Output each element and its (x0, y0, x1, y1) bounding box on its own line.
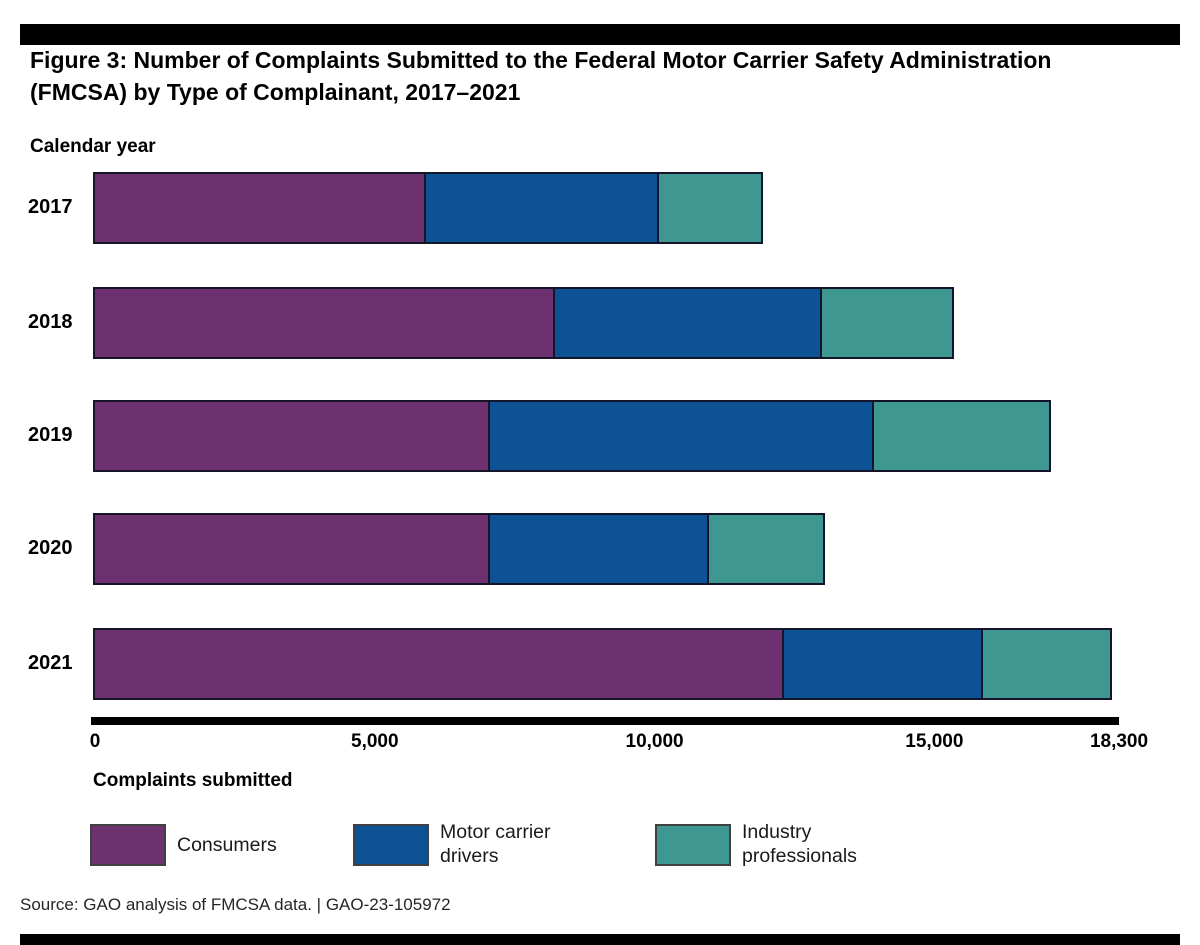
bar-segment-2018-motor-carrier-drivers (553, 287, 822, 359)
bar-segment-2017-industry-professionals (657, 172, 763, 244)
legend-label-motor-carrier-drivers: Motor carrier drivers (440, 821, 551, 867)
bar-segment-2019-motor-carrier-drivers (488, 400, 874, 472)
year-label-2020: 2020 (28, 537, 73, 559)
x-axis-title: Complaints submitted (93, 770, 293, 791)
bar-segment-2017-consumers (93, 172, 426, 244)
bottom-divider-bar (20, 934, 1180, 945)
x-tick-18-300: 18,300 (1089, 731, 1149, 752)
x-axis-line (91, 717, 1119, 725)
bar-segment-2021-consumers (93, 628, 784, 700)
legend-swatch-motor-carrier-drivers (353, 824, 429, 866)
bar-segment-2021-industry-professionals (981, 628, 1112, 700)
bar-segment-2018-industry-professionals (820, 287, 954, 359)
legend-label-industry-professionals: Industry professionals (742, 821, 857, 867)
legend-swatch-industry-professionals (655, 824, 731, 866)
x-tick-10-000: 10,000 (625, 731, 684, 752)
bar-row-2020 (93, 513, 825, 585)
y-axis-title: Calendar year (30, 136, 156, 157)
year-label-2019: 2019 (28, 424, 73, 446)
bar-segment-2020-motor-carrier-drivers (488, 513, 709, 585)
bar-row-2021 (93, 628, 1112, 700)
bar-row-2018 (93, 287, 954, 359)
top-divider-bar (20, 24, 1180, 45)
bar-segment-2020-consumers (93, 513, 490, 585)
year-label-2017: 2017 (28, 196, 73, 218)
bar-segment-2020-industry-professionals (707, 513, 825, 585)
bar-segment-2021-motor-carrier-drivers (782, 628, 983, 700)
bar-row-2019 (93, 400, 1051, 472)
year-label-2018: 2018 (28, 311, 73, 333)
x-tick-5-000: 5,000 (351, 731, 399, 752)
legend-swatch-consumers (90, 824, 166, 866)
bar-segment-2019-industry-professionals (872, 400, 1051, 472)
figure-title: Figure 3: Number of Complaints Submitted… (30, 47, 1052, 105)
x-tick-0: 0 (89, 731, 101, 752)
bar-segment-2019-consumers (93, 400, 490, 472)
legend-label-consumers: Consumers (177, 834, 277, 856)
bar-row-2017 (93, 172, 763, 244)
bar-segment-2018-consumers (93, 287, 555, 359)
year-label-2021: 2021 (28, 652, 73, 674)
x-tick-15-000: 15,000 (905, 731, 964, 752)
bar-segment-2017-motor-carrier-drivers (424, 172, 659, 244)
source-line: Source: GAO analysis of FMCSA data. | GA… (20, 895, 451, 914)
